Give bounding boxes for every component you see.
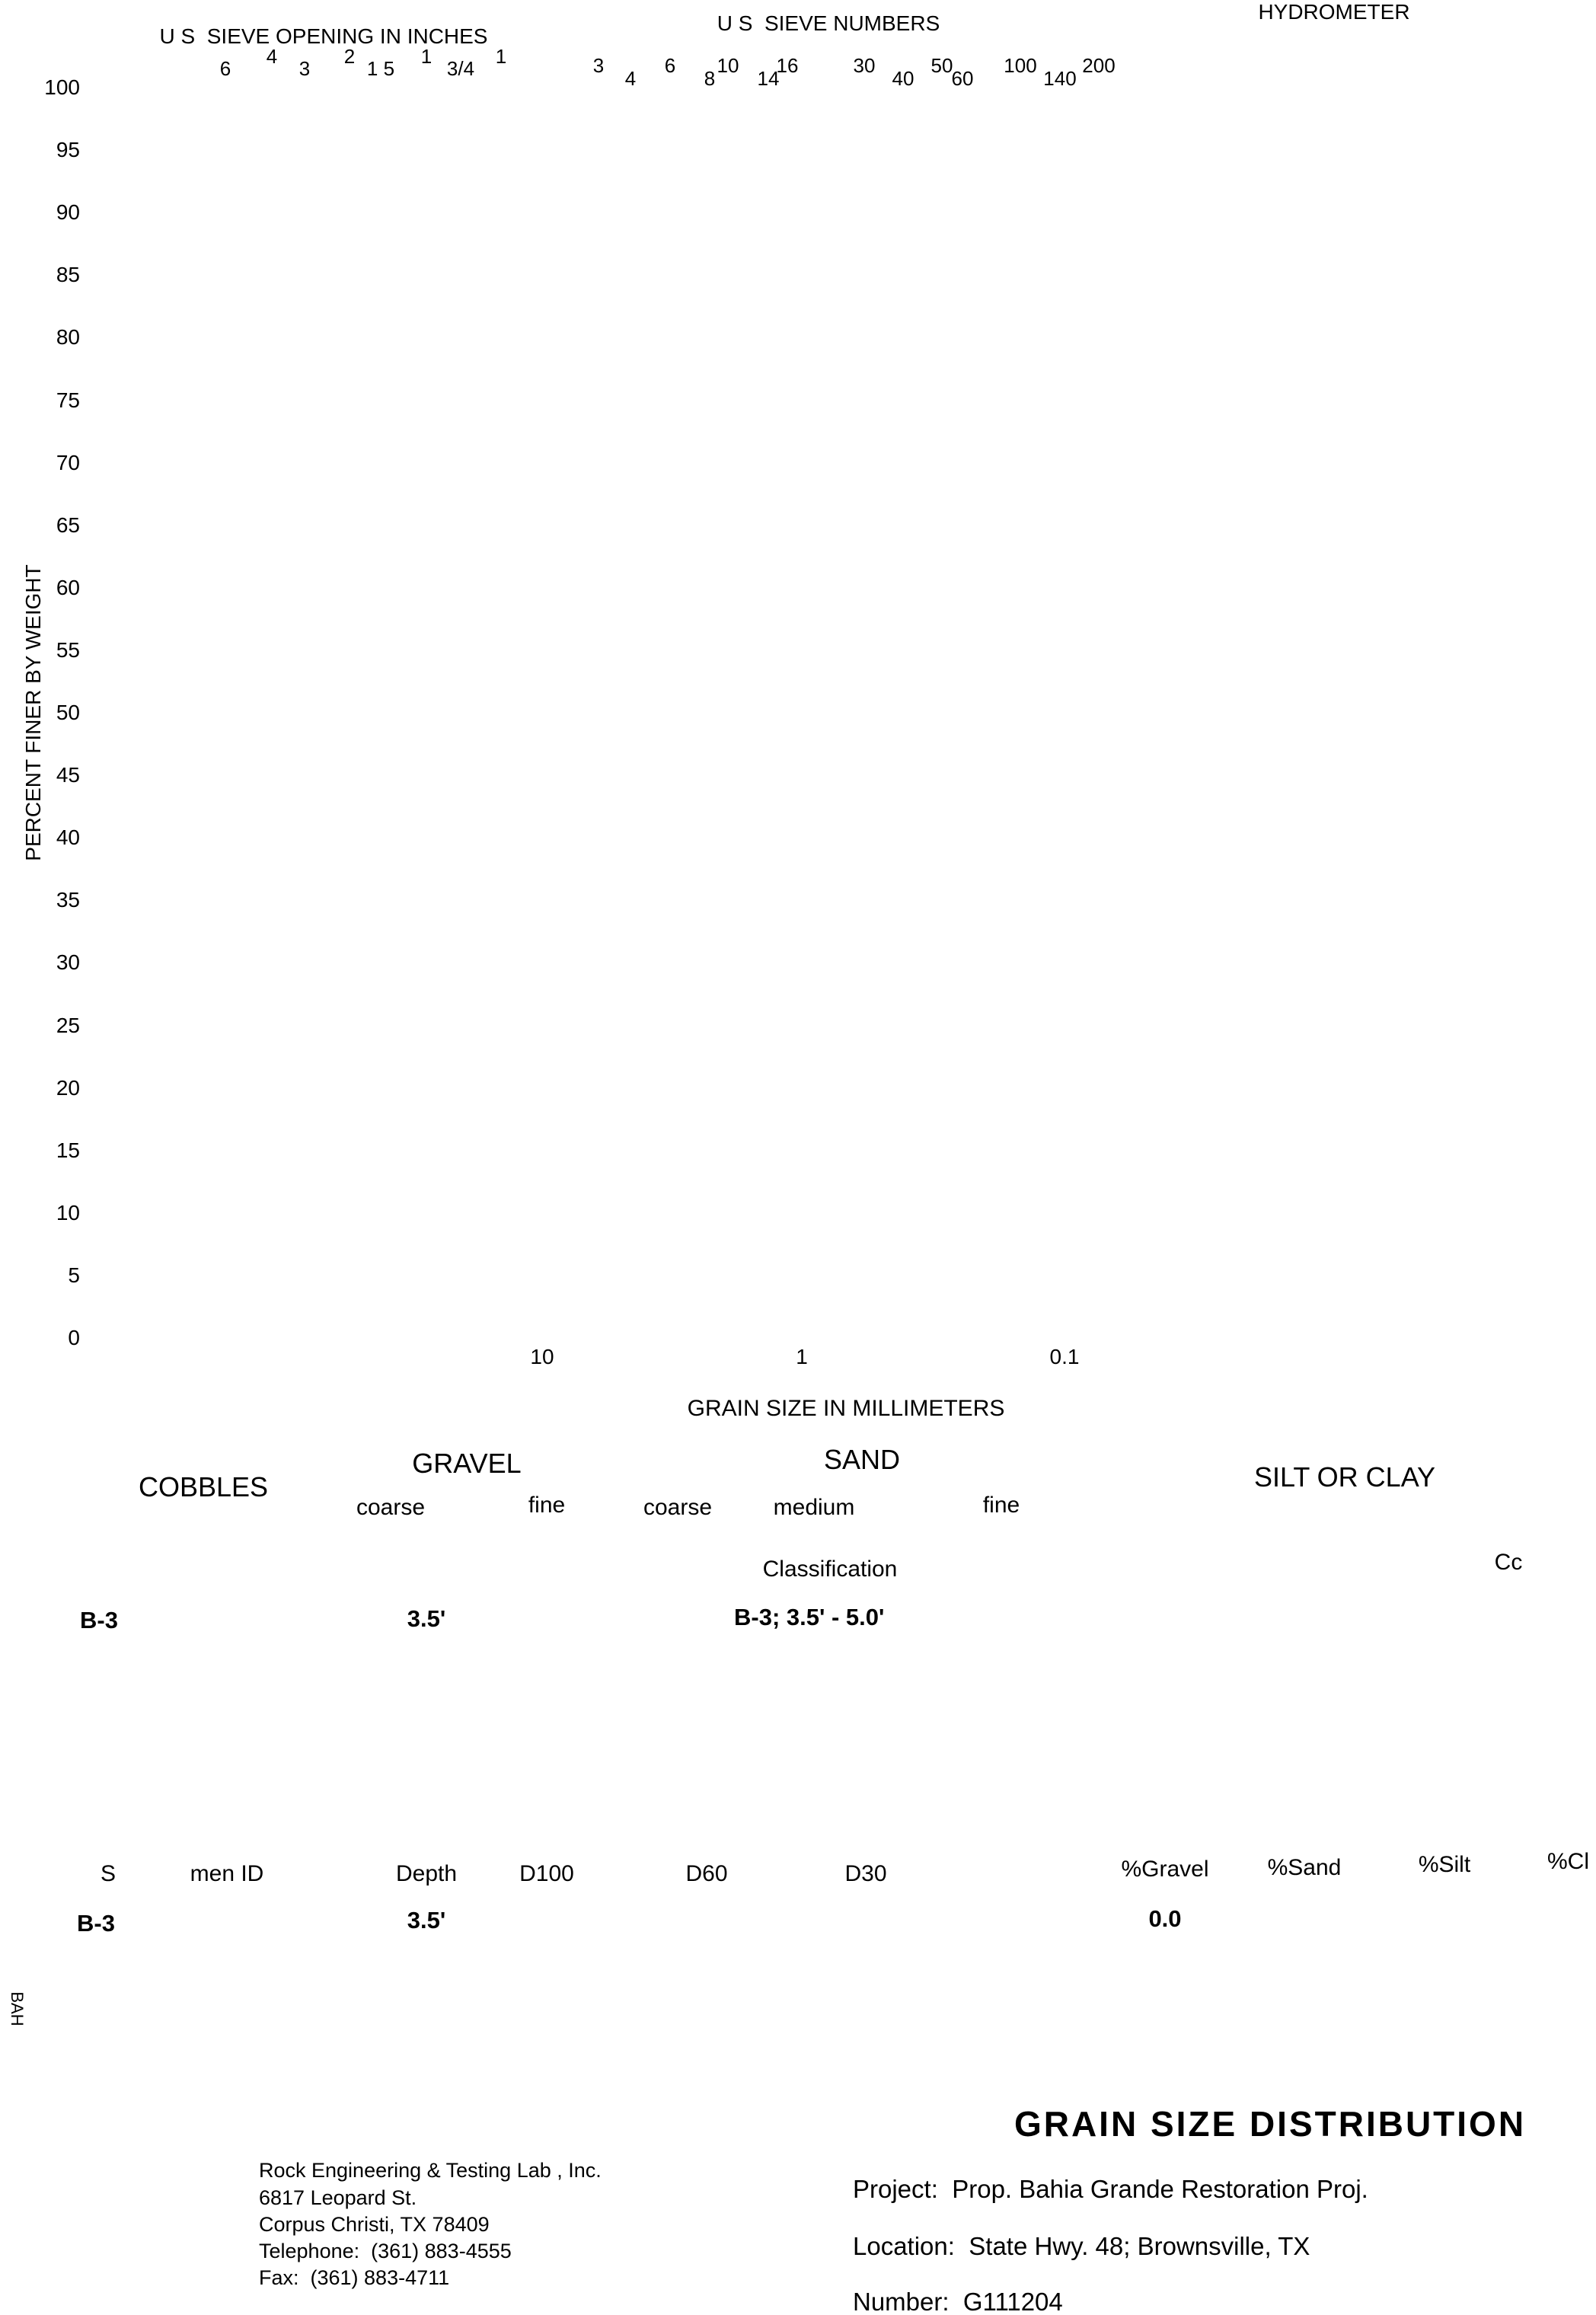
sieve-numbers-header: U S SIEVE NUMBERS bbox=[717, 11, 940, 35]
sieve-opening-header: U S SIEVE OPENING IN INCHES bbox=[159, 24, 488, 48]
sieve-number-label: 3 bbox=[592, 54, 605, 77]
y-tick-label: 15 bbox=[56, 1138, 80, 1162]
sieve-number-label: 60 bbox=[951, 67, 974, 90]
band-sand-fine: fine bbox=[982, 1493, 1020, 1518]
lab-address-street: 6817 Leopard St. bbox=[259, 2186, 417, 2209]
results-header-gravel-pct: %Gravel bbox=[1121, 1857, 1209, 1882]
results-header-clay-pct: %Cl bbox=[1547, 1849, 1590, 1874]
sieve-number-label: 14 bbox=[757, 67, 780, 90]
sieve-number-label: 100 bbox=[1004, 54, 1037, 77]
y-tick-label: 10 bbox=[56, 1201, 80, 1225]
cc-header: Cc bbox=[1494, 1550, 1523, 1575]
y-axis-title: PERCENT FINER BY WEIGHT bbox=[21, 564, 45, 861]
results-header-d100: D100 bbox=[519, 1861, 574, 1886]
sieve-opening-label: 6 bbox=[219, 57, 231, 80]
classification-row-depth: 3.5' bbox=[407, 1605, 446, 1632]
results-header-d60: D60 bbox=[685, 1861, 728, 1886]
sieve-number-label: 4 bbox=[624, 67, 637, 90]
sieve-number-label: 140 bbox=[1043, 67, 1077, 90]
lab-address-city: Corpus Christi, TX 78409 bbox=[259, 2213, 490, 2236]
sieve-number-label: 200 bbox=[1082, 54, 1116, 77]
y-tick-label: 95 bbox=[56, 138, 80, 161]
x-tick-label: 0.1 bbox=[1049, 1345, 1080, 1368]
results-header-sand-pct: %Sand bbox=[1267, 1855, 1342, 1880]
band-sand-medium: medium bbox=[773, 1495, 855, 1520]
sieve-opening-label: 1 5 bbox=[366, 57, 395, 80]
band-silt-or-clay: SILT OR CLAY bbox=[1253, 1461, 1436, 1493]
lab-name: Rock Engineering & Testing Lab , Inc. bbox=[259, 2159, 602, 2182]
sieve-opening-label: 3/4 bbox=[446, 57, 475, 80]
report-project: Project: Prop. Bahia Grande Restoration … bbox=[853, 2175, 1368, 2203]
classification-row-value: B-3; 3.5' - 5.0' bbox=[734, 1604, 885, 1630]
y-tick-label: 70 bbox=[56, 451, 80, 474]
band-cobbles: COBBLES bbox=[138, 1471, 269, 1502]
sieve-opening-label: 2 bbox=[343, 45, 356, 68]
classification-header: Classification bbox=[762, 1557, 898, 1582]
y-tick-label: 85 bbox=[56, 263, 80, 286]
results-header-d30: D30 bbox=[844, 1861, 887, 1886]
margin-stamp: BAH bbox=[8, 1991, 27, 2026]
classification-row-specimen: B-3 bbox=[80, 1607, 118, 1633]
y-tick-label: 40 bbox=[56, 825, 80, 849]
hydrometer-header: HYDROMETER bbox=[1258, 0, 1410, 24]
y-tick-label: 60 bbox=[56, 576, 80, 599]
lab-fax: Fax: (361) 883-4711 bbox=[259, 2266, 450, 2289]
sieve-number-label: 50 bbox=[930, 54, 953, 77]
x-axis-title: GRAIN SIZE IN MILLIMETERS bbox=[687, 1396, 1005, 1421]
sieve-number-label: 30 bbox=[853, 54, 876, 77]
y-tick-label: 65 bbox=[56, 513, 80, 537]
band-sand-coarse: coarse bbox=[643, 1495, 713, 1520]
y-tick-label: 75 bbox=[56, 388, 80, 412]
results-row-depth: 3.5' bbox=[407, 1907, 446, 1933]
x-tick-label: 10 bbox=[530, 1345, 554, 1368]
report-title: GRAIN SIZE DISTRIBUTION bbox=[1013, 2104, 1527, 2144]
y-tick-label: 5 bbox=[68, 1263, 80, 1287]
y-tick-label: 30 bbox=[56, 950, 80, 974]
results-header-specimen-id: men ID bbox=[190, 1861, 264, 1886]
band-gravel-fine: fine bbox=[528, 1493, 566, 1518]
report-location: Location: State Hwy. 48; Brownsville, TX bbox=[853, 2232, 1310, 2260]
results-header-depth: Depth bbox=[395, 1861, 458, 1886]
y-tick-label: 55 bbox=[56, 638, 80, 662]
sieve-number-label: 8 bbox=[704, 67, 716, 90]
sieve-opening-label: 1 bbox=[495, 45, 507, 68]
sieve-number-label: 10 bbox=[717, 54, 739, 77]
y-tick-label: 35 bbox=[56, 888, 80, 912]
y-tick-label: 50 bbox=[56, 701, 80, 724]
band-gravel-coarse: coarse bbox=[356, 1495, 426, 1520]
y-tick-label: 45 bbox=[56, 763, 80, 787]
sieve-opening-label: 4 bbox=[266, 45, 278, 68]
y-tick-label: 20 bbox=[56, 1076, 80, 1100]
sieve-number-label: 6 bbox=[664, 54, 676, 77]
sieve-opening-label: 1 bbox=[420, 45, 433, 68]
y-tick-label: 80 bbox=[56, 325, 80, 349]
report-number: Number: G111204 bbox=[853, 2288, 1063, 2315]
sieve-opening-label: 3 bbox=[298, 57, 311, 80]
sieve-number-label: 40 bbox=[892, 67, 915, 90]
y-tick-label: 0 bbox=[68, 1326, 80, 1349]
results-row-specimen: B-3 bbox=[77, 1910, 115, 1937]
y-tick-label: 90 bbox=[56, 200, 80, 224]
results-row-gravel-pct: 0.0 bbox=[1148, 1905, 1182, 1932]
results-header-specimen-s: S bbox=[100, 1861, 117, 1886]
sieve-number-label: 16 bbox=[776, 54, 799, 77]
band-sand: SAND bbox=[823, 1444, 901, 1475]
lab-phone: Telephone: (361) 883-4555 bbox=[259, 2240, 512, 2262]
results-header-silt-pct: %Silt bbox=[1418, 1852, 1471, 1877]
x-tick-label: 1 bbox=[796, 1345, 808, 1368]
band-gravel: GRAVEL bbox=[412, 1448, 522, 1479]
y-tick-label: 100 bbox=[44, 75, 80, 99]
y-tick-label: 25 bbox=[56, 1014, 80, 1037]
